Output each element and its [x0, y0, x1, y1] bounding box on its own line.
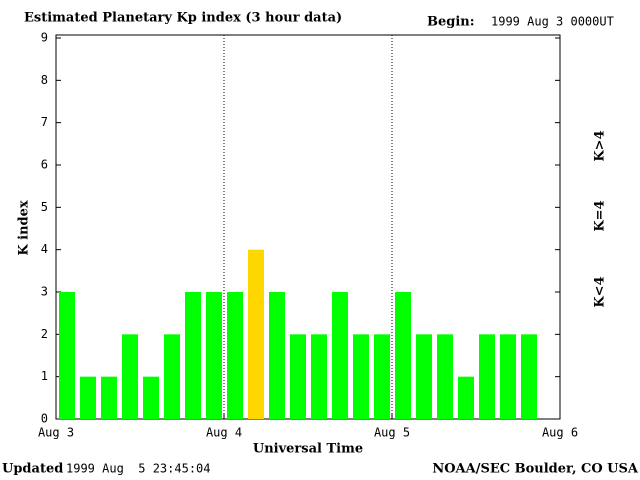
bar — [521, 334, 537, 419]
bar — [164, 334, 180, 419]
bar — [437, 334, 453, 419]
bar — [80, 376, 96, 419]
y-tick-label: 2 — [41, 327, 48, 341]
bar — [332, 292, 348, 419]
y-tick-label: 3 — [41, 285, 48, 299]
x-tick-label: Aug 4 — [206, 426, 242, 440]
bar — [248, 249, 264, 419]
y-tick-label: 7 — [41, 115, 48, 129]
bar — [395, 292, 411, 419]
bar — [416, 334, 432, 419]
x-axis-label: Universal Time — [253, 442, 363, 457]
y-tick-label: 5 — [41, 200, 48, 214]
y-tick-label: 1 — [41, 369, 48, 383]
y-tick-label: 8 — [41, 73, 48, 87]
bar — [143, 376, 159, 419]
x-tick-label: Aug 5 — [374, 426, 410, 440]
bar — [353, 334, 369, 419]
bar — [374, 334, 390, 419]
y-tick-label: 4 — [41, 242, 48, 256]
bar — [59, 292, 75, 419]
y-tick-label: 0 — [41, 412, 48, 426]
x-tick-label: Aug 6 — [542, 426, 578, 440]
begin-date: 1999 Aug 3 0000UT — [491, 15, 614, 29]
bar — [500, 334, 516, 419]
bar — [269, 292, 285, 419]
bar — [206, 292, 222, 419]
bar — [101, 376, 117, 419]
bar — [290, 334, 306, 419]
updated-date: 1999 Aug 5 23:45:04 — [66, 462, 211, 476]
bar — [479, 334, 495, 419]
bar — [458, 376, 474, 419]
x-tick-label: Aug 3 — [38, 426, 74, 440]
y-tick-label: 6 — [41, 158, 48, 172]
bar — [311, 334, 327, 419]
source: NOAA/SEC Boulder, CO USA — [432, 462, 639, 477]
bar — [185, 292, 201, 419]
legend-label: K<4 — [593, 276, 608, 307]
bar — [227, 292, 243, 419]
updated-label: Updated — [2, 462, 63, 477]
plot-frame — [55, 34, 561, 420]
y-tick-label: 9 — [41, 31, 48, 45]
y-axis-label: K index — [17, 200, 32, 256]
chart-title: Estimated Planetary Kp index (3 hour dat… — [24, 11, 342, 26]
begin-label: Begin: — [427, 15, 475, 30]
legend-label: K=4 — [593, 200, 608, 231]
legend-label: K>4 — [593, 130, 608, 161]
bar — [122, 334, 138, 419]
